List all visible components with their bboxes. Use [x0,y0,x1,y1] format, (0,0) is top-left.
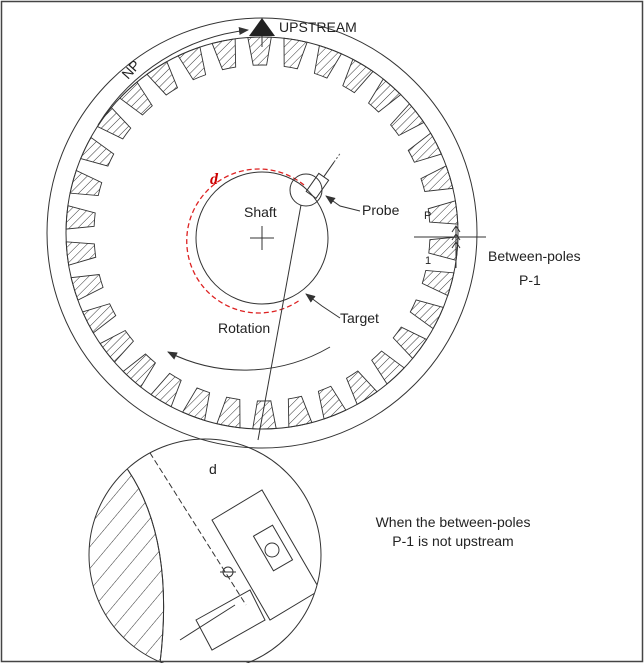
probe-leader [325,195,361,212]
pole [122,353,157,388]
between-poles-id: P-1 [519,272,541,288]
between-poles-arrow [451,225,461,268]
pole [216,396,241,429]
target-label: Target [340,310,379,326]
pole [287,395,313,428]
detail-leader [257,204,302,441]
detail-gap-label: d [209,461,217,477]
note-line: When the between-poles [376,514,531,530]
rotation-arc [167,346,331,371]
np-label: NP [118,57,143,82]
pole [96,106,132,140]
between-poles-label: Between-poles [488,248,581,264]
pole [313,45,343,79]
pole [420,165,454,192]
target-gap-arc [186,168,305,314]
rotation-label: Rotation [218,320,270,336]
pole [389,103,425,137]
np-arc [97,27,249,126]
pole [427,200,459,225]
pole [146,61,179,96]
pole [367,78,402,113]
note-line: P-1 is not upstream [392,533,513,549]
pole [211,38,237,71]
pole [181,387,211,421]
pole [407,132,443,163]
pole [342,58,374,94]
pole [428,236,459,261]
pole [150,372,182,408]
pole [81,303,117,334]
pole [317,385,347,420]
pole [70,274,104,301]
pole [99,329,135,363]
shaft-label: Shaft [244,204,277,220]
pole-p-label: P [424,210,431,222]
pole [371,350,405,385]
pole [80,136,115,167]
target-leader [305,293,341,319]
probe-label: Probe [362,202,400,218]
probe-detail-circle [289,173,323,207]
pole [409,299,444,330]
pole [65,241,97,266]
pole [65,205,96,230]
probe [305,153,341,199]
shaft-circle [195,171,329,305]
pole [119,81,153,116]
upstream-arrow [249,18,275,36]
detail-view [89,439,321,663]
upstream-label: UPSTREAM [279,19,357,35]
pole [345,370,378,405]
pole [392,326,428,360]
pole [283,37,308,70]
pole [177,46,207,81]
gap-label: d [210,171,219,188]
detail-circle [88,438,322,663]
pole-1-label: 1 [425,255,431,267]
pole [247,36,272,66]
